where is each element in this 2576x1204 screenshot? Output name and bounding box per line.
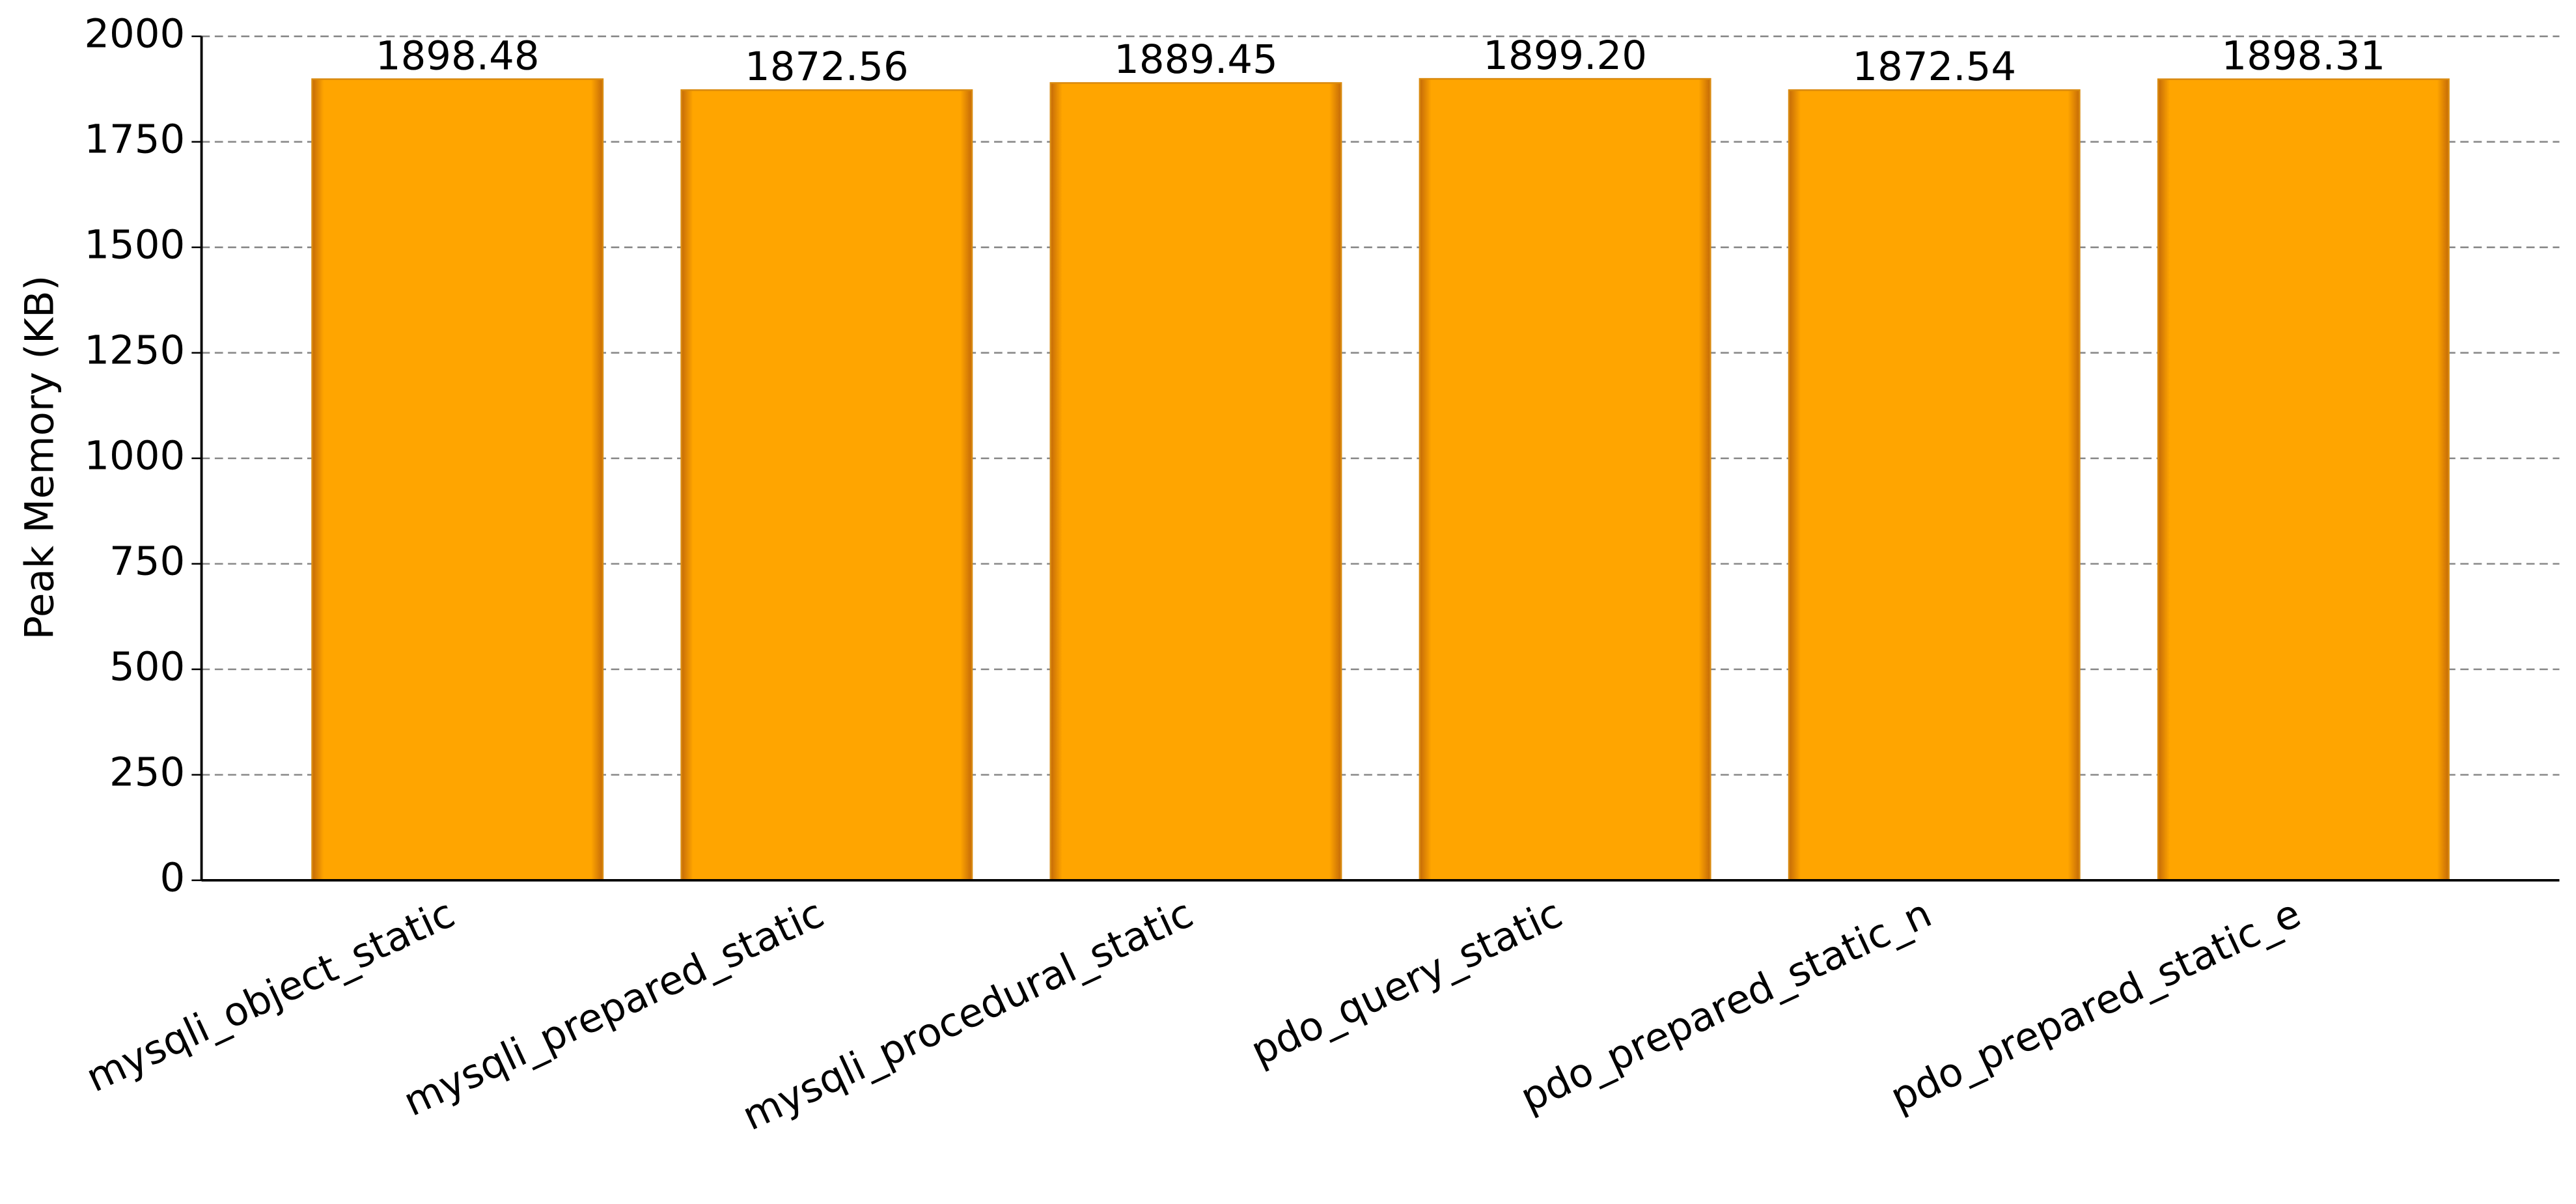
y-tick-label: 1750 xyxy=(84,116,185,162)
y-axis-label: Peak Memory (KB) xyxy=(16,275,62,640)
x-tick-label: mysqli_object_static xyxy=(79,890,462,1101)
value-label: 1872.56 xyxy=(745,44,909,90)
x-tick-label: pdo_prepared_static_e xyxy=(1883,890,2308,1121)
bar xyxy=(1788,89,2081,882)
value-label: 1872.54 xyxy=(1852,44,2016,90)
y-tick-label: 1000 xyxy=(84,432,185,479)
x-tick-label: pdo_prepared_static_n xyxy=(1514,890,1939,1121)
y-tick-label: 500 xyxy=(109,643,185,690)
x-tick-label: pdo_query_static xyxy=(1244,890,1570,1074)
bar xyxy=(311,78,604,882)
bar xyxy=(2157,78,2450,882)
bar xyxy=(680,89,973,882)
bar xyxy=(1419,77,1711,882)
bar xyxy=(1049,82,1342,882)
value-label: 1889.45 xyxy=(1114,36,1278,83)
value-label: 1899.20 xyxy=(1483,33,1647,79)
y-tick-label: 1250 xyxy=(84,327,185,373)
y-tick-label: 0 xyxy=(159,854,185,901)
value-label: 1898.48 xyxy=(376,33,540,79)
y-tick-label: 750 xyxy=(109,538,185,584)
y-tick-label: 250 xyxy=(109,749,185,795)
y-tick-label: 2000 xyxy=(84,10,185,57)
y-tick-label: 1500 xyxy=(84,221,185,268)
value-label: 1898.31 xyxy=(2222,33,2386,79)
